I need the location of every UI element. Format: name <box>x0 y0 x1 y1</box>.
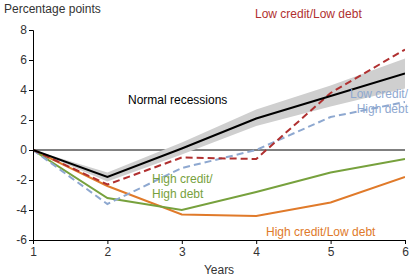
x-axis-line <box>34 241 406 245</box>
series-label: Normal recessions <box>128 93 227 107</box>
x-tick: 1 <box>30 240 37 259</box>
y-tick-label: 0 <box>20 143 27 157</box>
zero-line <box>33 150 405 151</box>
y-tick-label: -4 <box>16 203 27 217</box>
x-tick: 5 <box>328 240 335 259</box>
y-tick-mark <box>29 180 33 181</box>
series-line <box>33 102 405 204</box>
confidence-band <box>33 59 405 182</box>
x-tick-label: 6 <box>402 245 409 259</box>
x-tick-label: 3 <box>179 245 186 259</box>
x-tick-mark <box>256 240 257 244</box>
series-label: High credit/Low debt <box>266 225 376 239</box>
x-tick: 2 <box>105 240 112 259</box>
x-axis: 1 2 3 4 5 6 <box>30 240 409 259</box>
series-label: Low credit/Low debt <box>255 7 362 21</box>
x-tick: 6 <box>402 240 409 259</box>
y-tick-label: 8 <box>20 23 27 37</box>
y-tick-mark <box>29 90 33 91</box>
y-tick-mark <box>29 30 33 31</box>
x-tick: 3 <box>179 240 186 259</box>
y-tick-mark <box>29 240 33 241</box>
y-tick-label: 4 <box>20 83 27 97</box>
y-tick-mark <box>29 210 33 211</box>
x-tick-label: 1 <box>30 245 37 259</box>
y-tick: 0 <box>20 143 33 157</box>
y-axis-line <box>29 31 34 241</box>
y-tick-mark <box>29 120 33 121</box>
x-tick-label: 5 <box>328 245 335 259</box>
y-tick: 6 <box>20 53 33 67</box>
y-tick-mark <box>29 150 33 151</box>
y-tick-label: -2 <box>16 173 27 187</box>
x-axis-title: Years <box>204 263 234 277</box>
series-label: High credit/High debt <box>152 172 213 201</box>
y-tick-label: 2 <box>20 113 27 127</box>
x-tick-mark <box>331 240 332 244</box>
series-line <box>33 50 405 185</box>
x-tick: 4 <box>253 240 260 259</box>
x-tick-label: 4 <box>253 245 260 259</box>
y-tick-label: -6 <box>16 233 27 247</box>
x-tick-mark <box>182 240 183 244</box>
y-tick: -2 <box>16 173 33 187</box>
y-tick: 4 <box>20 83 33 97</box>
y-tick: -4 <box>16 203 33 217</box>
y-axis-title: Percentage points <box>4 2 101 16</box>
y-tick-mark <box>29 60 33 61</box>
x-tick-mark <box>107 240 108 244</box>
x-tick-mark <box>405 240 406 244</box>
y-tick: 8 <box>20 23 33 37</box>
y-tick: 2 <box>20 113 33 127</box>
y-tick-label: 6 <box>20 53 27 67</box>
x-tick-mark <box>33 240 34 244</box>
y-axis: -6 -4 -2 0 2 4 6 8 <box>16 23 33 247</box>
x-tick-label: 2 <box>105 245 112 259</box>
plot-area <box>33 50 405 217</box>
chart: -6 -4 -2 0 2 4 6 8 1 2 3 4 5 6 Percentage points Years N… <box>0 0 420 280</box>
series-label: Low credit/High debt <box>350 87 409 116</box>
